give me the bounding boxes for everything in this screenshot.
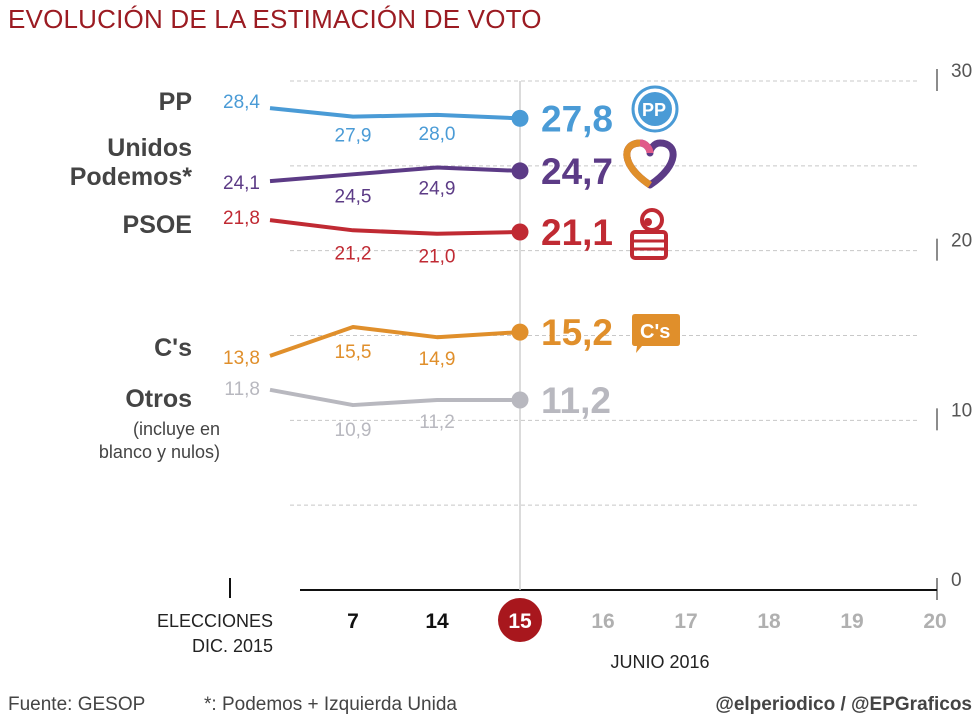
y-tick-label-30: 30 bbox=[951, 61, 972, 82]
value-label-psoe-15: 21,1 bbox=[541, 212, 613, 253]
cs-logo-icon: C's bbox=[632, 314, 680, 353]
value-label-up-1: 24,5 bbox=[335, 186, 372, 207]
footer-note: *: Podemos + Izquierda Unida bbox=[204, 694, 457, 715]
value-label-up-15: 24,7 bbox=[541, 151, 613, 192]
line-otros bbox=[269, 387, 520, 408]
label-up-line1: Unidos bbox=[107, 134, 192, 162]
line-pp bbox=[269, 106, 521, 121]
label-otros-note1: (incluye en bbox=[132, 419, 220, 439]
value-label-up-2: 24,9 bbox=[419, 179, 456, 200]
point-cs-15 bbox=[511, 323, 529, 341]
point-psoe-15 bbox=[511, 223, 529, 241]
x-tick-label-19: 19 bbox=[840, 610, 863, 633]
x-tick-label-16: 16 bbox=[591, 610, 614, 633]
value-label-psoe-0: 21,8 bbox=[223, 208, 260, 229]
line-up bbox=[269, 165, 521, 184]
x-tick-label-20: 20 bbox=[923, 610, 946, 633]
x-label-junio-2016: JUNIO 2016 bbox=[610, 652, 709, 672]
x-tick-label-7: 7 bbox=[347, 610, 359, 633]
x-tick-label-18: 18 bbox=[757, 610, 781, 633]
label-psoe: PSOE bbox=[122, 211, 192, 239]
value-label-psoe-2: 21,0 bbox=[419, 247, 456, 268]
x-tick-label-15: 15 bbox=[508, 610, 532, 633]
psoe-rose-fist-icon bbox=[630, 208, 668, 260]
line-psoe bbox=[269, 218, 521, 236]
y-tick-label-20: 20 bbox=[951, 231, 972, 252]
value-label-otros-15: 11,2 bbox=[541, 380, 611, 421]
y-tick-label-0: 0 bbox=[951, 570, 962, 591]
x-tick-label-14: 14 bbox=[425, 610, 449, 633]
pp-logo-icon: PP bbox=[631, 85, 679, 133]
value-label-otros-1: 10,9 bbox=[335, 420, 372, 441]
svg-text:PP: PP bbox=[642, 100, 666, 120]
series-lines: 28,4 27,9 28,0 27,8 24,1 24,5 24,9 24,7 21,8 21,2… bbox=[223, 92, 613, 441]
series-otros: 11,8 10,9 11,2 11,2 bbox=[224, 379, 611, 441]
point-up-15 bbox=[511, 162, 529, 180]
x-label-elecciones: ELECCIONES bbox=[157, 611, 273, 631]
series-psoe: 21,8 21,2 21,0 21,1 bbox=[223, 208, 613, 268]
value-label-psoe-1: 21,2 bbox=[335, 243, 372, 264]
label-cs: C's bbox=[154, 334, 192, 362]
series-up: 24,1 24,5 24,9 24,7 bbox=[223, 151, 613, 207]
unidos-podemos-heart-icon bbox=[623, 139, 677, 189]
value-label-otros-2: 11,2 bbox=[419, 412, 455, 433]
label-up-line2: Podemos* bbox=[69, 163, 192, 191]
chart-title: EVOLUCIÓN DE LA ESTIMACIÓN DE VOTO bbox=[8, 4, 542, 34]
y-axis: 0 10 20 30 bbox=[936, 61, 972, 600]
value-label-up-0: 24,1 bbox=[223, 173, 260, 194]
series-cs: 13,8 15,5 14,9 15,2 bbox=[223, 312, 613, 370]
label-pp: PP bbox=[158, 88, 192, 116]
label-otros: Otros bbox=[125, 385, 192, 413]
label-otros-note2: blanco y nulos) bbox=[98, 442, 220, 462]
point-pp-15 bbox=[511, 109, 529, 127]
x-axis: ELECCIONES DIC. 2015 7 14 15 16 17 18 19 20 JUNIO … bbox=[157, 578, 947, 672]
point-otros-15 bbox=[511, 391, 529, 409]
svg-text:C's: C's bbox=[640, 321, 670, 343]
footer-credit: @elperiodico / @EPGraficos bbox=[715, 694, 972, 715]
line-cs bbox=[269, 325, 521, 358]
x-tick-label-17: 17 bbox=[674, 610, 697, 633]
value-label-cs-1: 15,5 bbox=[335, 342, 372, 363]
footer-source: Fuente: GESOP bbox=[8, 694, 146, 715]
value-label-cs-2: 14,9 bbox=[419, 349, 456, 370]
value-label-pp-15: 27,8 bbox=[541, 98, 613, 139]
series-pp: 28,4 27,9 28,0 27,8 bbox=[223, 92, 613, 146]
value-label-cs-15: 15,2 bbox=[541, 312, 613, 353]
y-tick-label-10: 10 bbox=[951, 400, 972, 421]
x-label-dic-2015: DIC. 2015 bbox=[192, 636, 273, 656]
grid bbox=[290, 80, 920, 506]
value-label-pp-1: 27,9 bbox=[335, 126, 372, 147]
value-label-pp-0: 28,4 bbox=[223, 92, 260, 113]
value-label-otros-0: 11,8 bbox=[224, 379, 260, 400]
x-highlight-circle bbox=[498, 598, 542, 642]
value-label-cs-0: 13,8 bbox=[223, 348, 260, 369]
value-label-pp-2: 28,0 bbox=[419, 124, 456, 145]
